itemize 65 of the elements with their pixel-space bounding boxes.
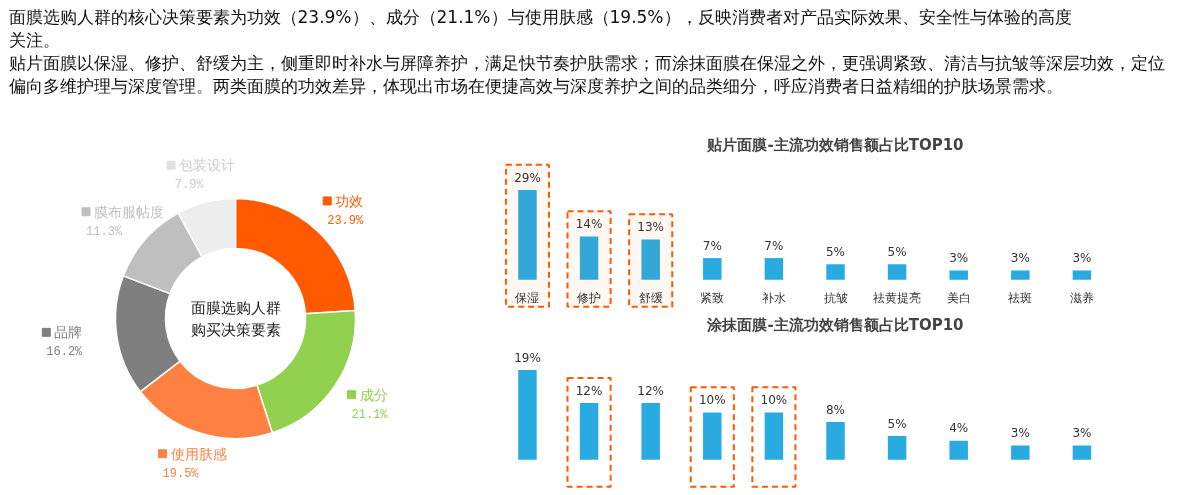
bar (949, 440, 968, 460)
x-tick-label: 祛斑 (1008, 290, 1033, 305)
data-label: 19.5% (162, 466, 200, 481)
x-tick-label: 紧致 (700, 290, 725, 305)
data-label: 23.9% (327, 213, 365, 228)
data-label: 29% (514, 170, 541, 185)
data-label: 5% (887, 244, 907, 259)
data-label: 5% (825, 244, 846, 259)
data-label: 7% (764, 238, 784, 253)
text: 面膜选购人群购买决策要素 (190, 298, 281, 339)
bar (949, 270, 968, 280)
chart-title: 贴片面膜-主流功效销售额占比TOP10 (706, 135, 964, 154)
x-tick-label: 补水 (761, 290, 786, 305)
bar (579, 403, 599, 460)
x-tick-label: 滋养 (1069, 290, 1094, 305)
legend-label: 使用肤感 (170, 445, 227, 462)
data-label: 12% (637, 383, 665, 398)
data-label: 3% (949, 251, 969, 266)
data-label: 3% (1072, 251, 1092, 266)
bar (579, 236, 599, 280)
x-tick-label: 美白 (946, 290, 971, 305)
bar (518, 369, 537, 460)
data-label: 14% (575, 217, 603, 232)
bar (1011, 270, 1030, 280)
bar (826, 264, 845, 280)
bar (764, 258, 784, 280)
x-tick-label: 舒缓 (638, 290, 663, 305)
bar (1072, 445, 1092, 460)
bar (703, 258, 722, 280)
bar (703, 412, 722, 460)
bar (764, 412, 784, 460)
data-label: 3% (1072, 426, 1092, 441)
bar (518, 189, 537, 280)
bar (1072, 270, 1092, 280)
x-tick-label: 保湿 (515, 290, 540, 305)
bar (887, 264, 907, 280)
chart-title: 涂抹面膜-主流功效销售额占比TOP10 (706, 315, 964, 334)
legend-label: 膜布服帖度 (94, 203, 165, 220)
text: 贴片面膜以保湿、修护、舒缓为主，侧重即时补水与屏障养护，满足快节奏护肤需求；而涂抹面膜在保湿之外，更强调紧致、清洁与抗皱等深层功效，定位偏向多维护理与深度管理。两类面膜的功效差异，体现出市场在便捷高效与深度养护之间的品类细分，呼应消费者日益精细的护肤场景需求。 (8, 52, 1165, 96)
x-tick-label: 抗皱 (823, 290, 848, 305)
bar (826, 421, 845, 460)
bar (1011, 445, 1030, 460)
legend-label: 成分 (359, 386, 388, 403)
bar (887, 436, 907, 460)
data-label: 4% (949, 421, 969, 436)
data-label: 10% (760, 393, 788, 408)
data-label: 8% (825, 402, 846, 417)
data-label: 16.2% (46, 345, 84, 360)
bar (641, 403, 660, 460)
x-tick-label: 修护 (577, 290, 602, 305)
x-tick-label: 祛黄提亮 (873, 290, 922, 305)
data-label: 5% (887, 416, 907, 431)
legend-label: 功效 (335, 192, 364, 209)
data-label: 21.1% (351, 407, 389, 422)
legend-label: 品牌 (54, 324, 83, 341)
bar (641, 239, 660, 280)
data-label: 19% (514, 350, 541, 365)
data-label: 10% (698, 393, 726, 408)
data-label: 11.3% (86, 224, 123, 239)
data-label: 13% (637, 220, 665, 235)
data-label: 3% (1010, 251, 1030, 266)
text: 面膜选购人群的核心决策要素为功效（23.9%）、成分（21.1%）与使用肤感（19.5%），反映消费者对产品实际效果、安全性与体验的高度关注。 (8, 6, 1072, 50)
data-label: 12% (575, 383, 603, 398)
data-label: 3% (1010, 426, 1030, 441)
data-label: 7% (702, 238, 722, 253)
